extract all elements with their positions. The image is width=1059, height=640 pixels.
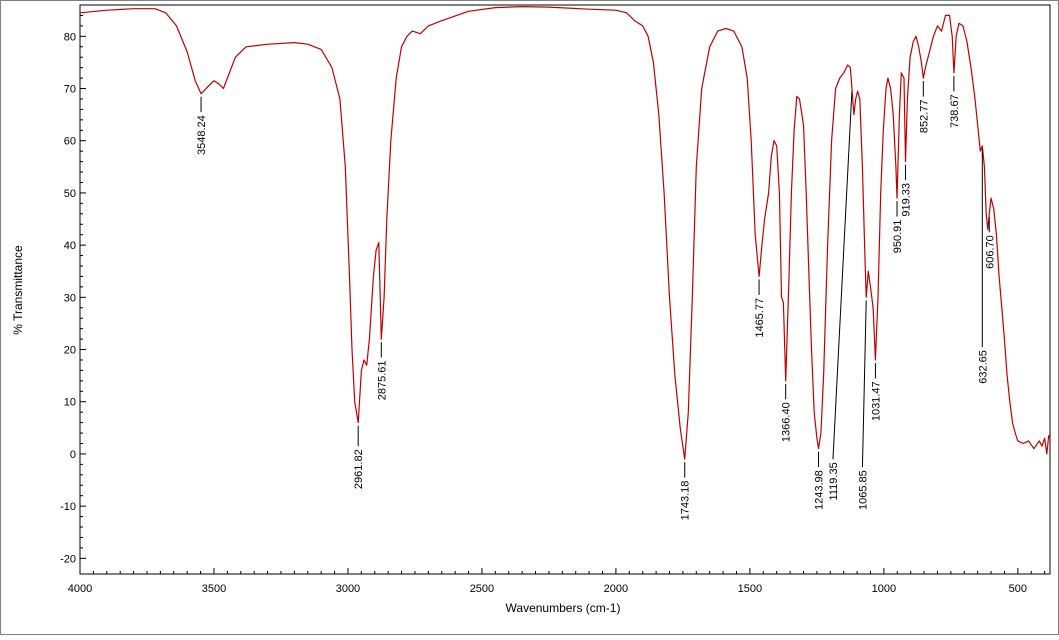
peak-label: 852.77 [918, 100, 930, 134]
spectrum-line-0 [79, 6, 1051, 460]
y-tick-label: 50 [64, 188, 76, 200]
peak-label: 1031.47 [870, 381, 882, 421]
y-tick-label: 60 [64, 136, 76, 148]
peak-label: 1243.98 [814, 470, 826, 510]
peak-label: 1065.85 [857, 470, 869, 510]
peak-label: 1119.35 [828, 462, 840, 500]
x-tick-label: 3500 [202, 583, 226, 595]
peak-label: 606.70 [984, 235, 996, 269]
peak-label: 632.65 [977, 350, 989, 384]
y-tick-label: -20 [60, 553, 76, 565]
peak-label: 3548.24 [196, 115, 208, 155]
plot-area-border [79, 4, 1051, 575]
x-tick-label: 4000 [68, 583, 92, 595]
y-tick-label: 20 [64, 345, 76, 357]
y-tick-label: 10 [64, 397, 76, 409]
x-tick-label: 1500 [738, 583, 762, 595]
peak-leader-line [832, 91, 853, 460]
peak-leader-line [861, 300, 867, 468]
peak-label: 1743.18 [680, 481, 692, 521]
y-tick-label: 0 [70, 449, 76, 461]
x-axis-label: Wavenumbers (cm-1) [506, 601, 621, 615]
y-axis-label: % Transmittance [11, 245, 25, 335]
peak-label: 1465.77 [754, 298, 766, 338]
x-tick-label: 3000 [336, 583, 360, 595]
peak-label: 738.67 [949, 94, 961, 128]
peak-label: 1366.40 [781, 402, 793, 442]
y-tick-label: 80 [64, 31, 76, 43]
x-tick-label: 2000 [604, 583, 628, 595]
peak-label: 2875.61 [376, 361, 388, 401]
y-tick-label: 40 [64, 240, 76, 252]
peak-label: 2961.82 [353, 449, 365, 489]
y-tick-label: 70 [64, 84, 76, 96]
y-tick-label: -10 [60, 501, 76, 513]
y-tick-label: 30 [64, 292, 76, 304]
x-tick-label: 2500 [470, 583, 494, 595]
peak-label: 950.91 [892, 220, 904, 254]
x-tick-label: 500 [1009, 583, 1027, 595]
x-tick-label: 1000 [872, 583, 896, 595]
peak-label: 919.33 [901, 183, 913, 217]
plot-layer: 80 70 60 50 40 30 20 10 0 -10 -20 4000 3500 3000 2500 2… [60, 4, 1051, 595]
